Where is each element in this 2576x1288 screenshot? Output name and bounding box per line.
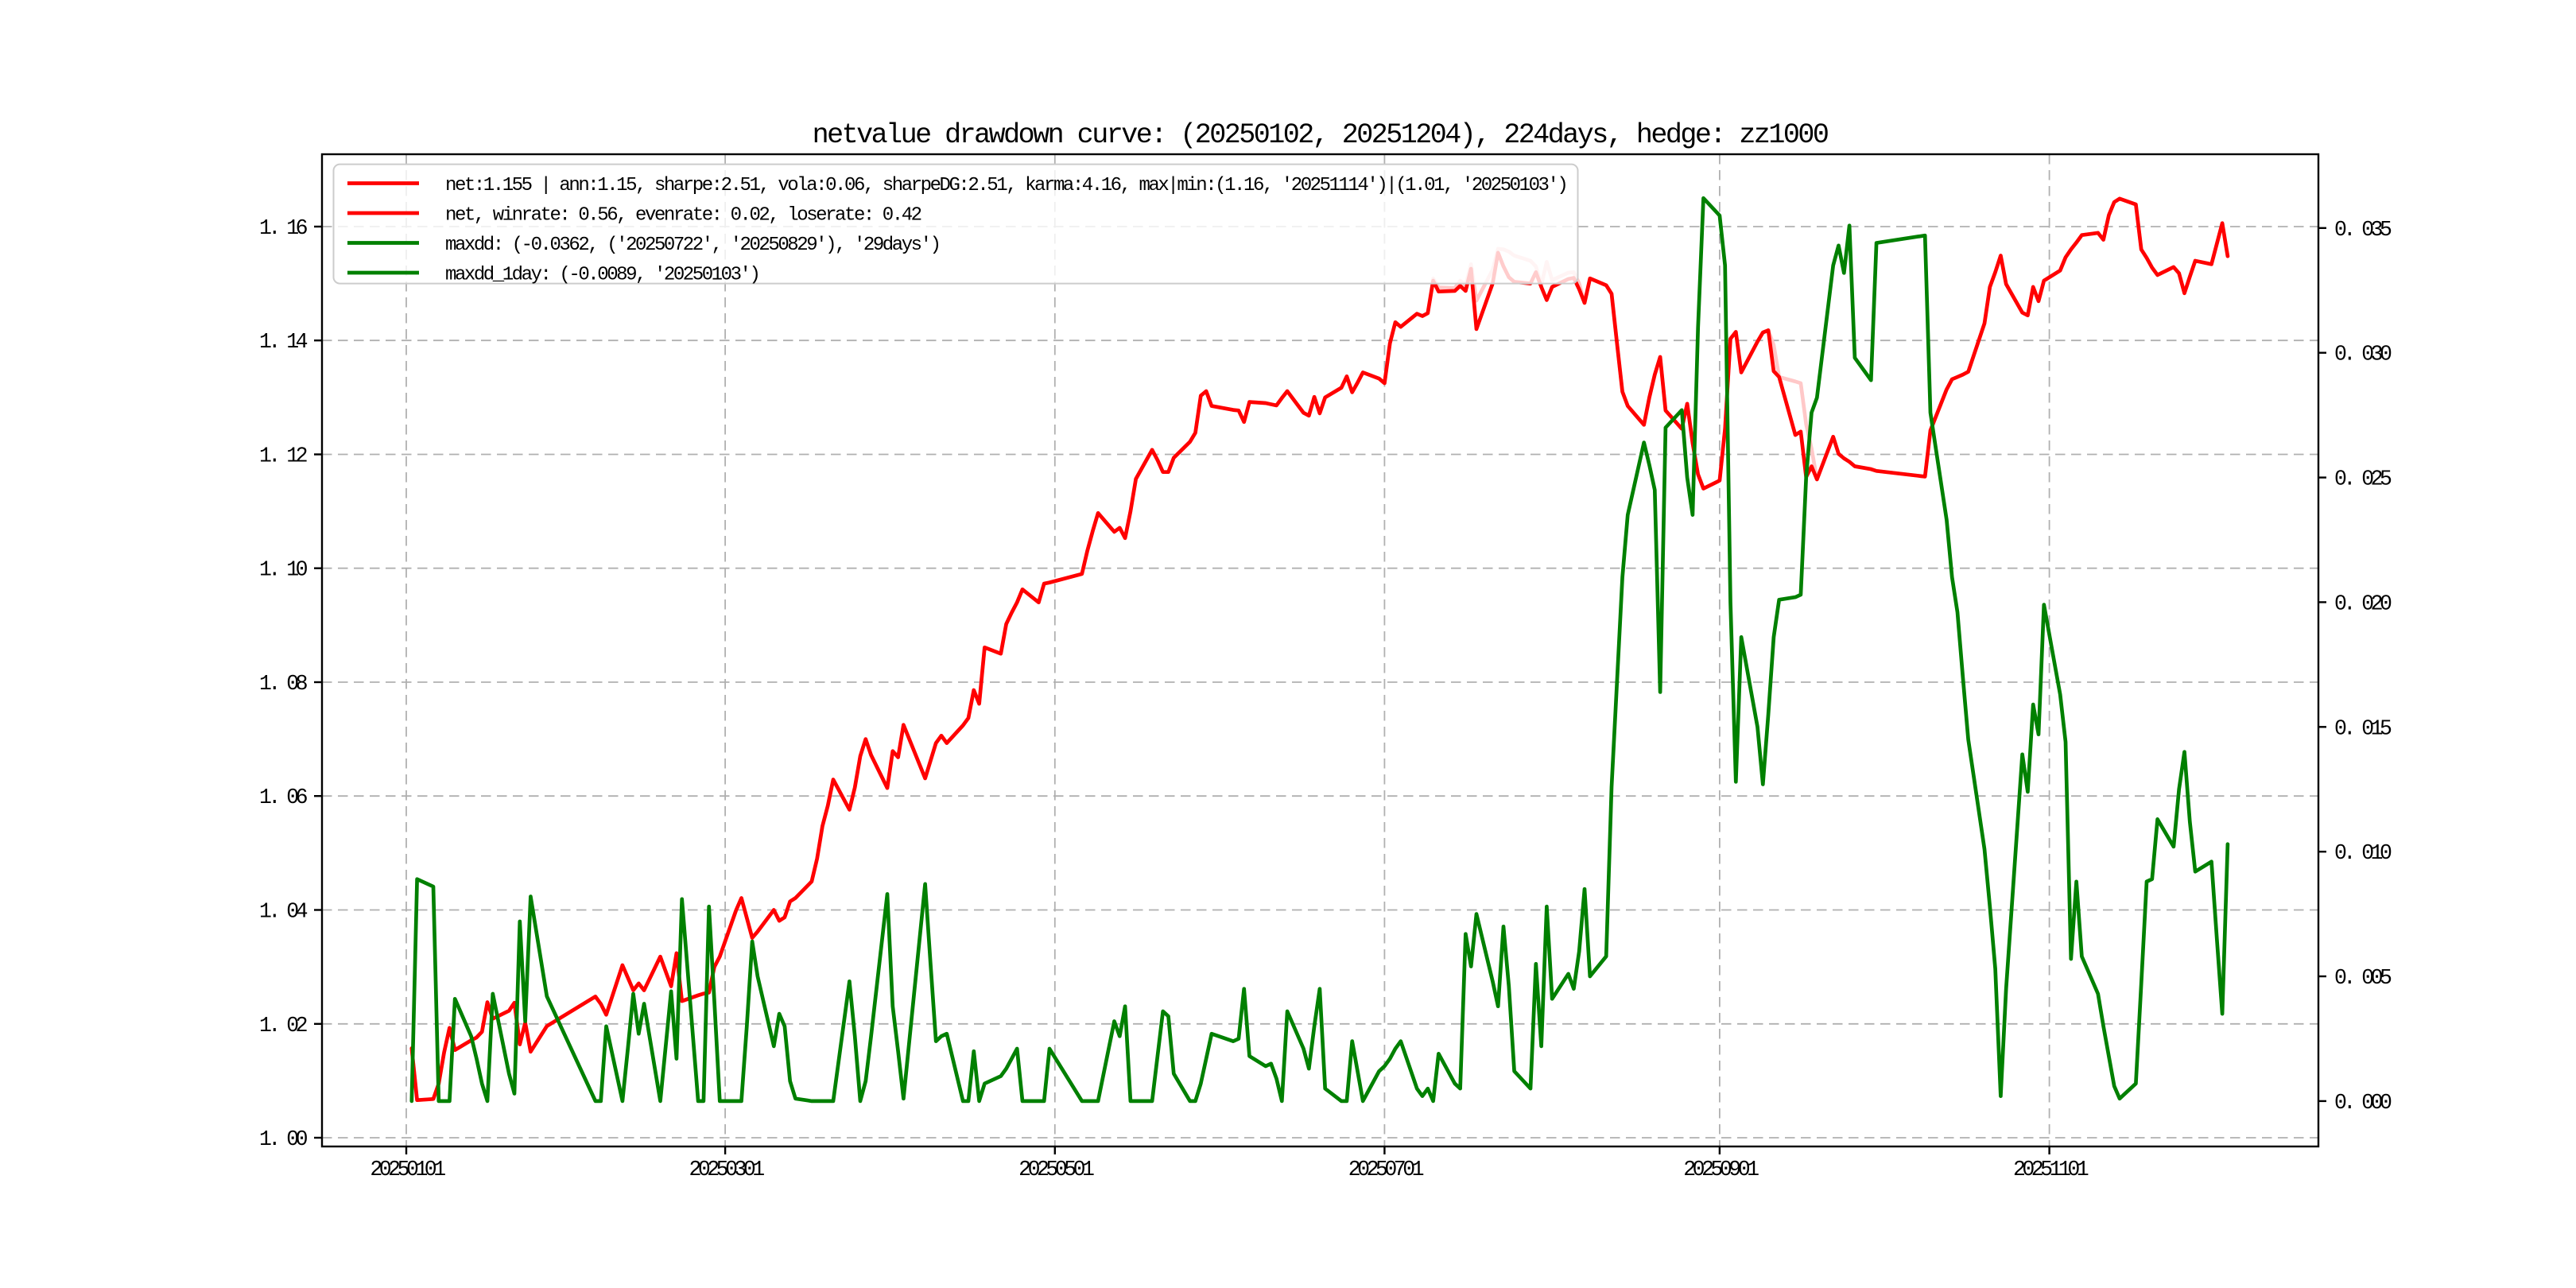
svg-text:1. 10: 1. 10 xyxy=(259,558,308,582)
svg-text:20250501: 20250501 xyxy=(1018,1158,1094,1181)
svg-text:0. 020: 0. 020 xyxy=(2334,592,2392,615)
svg-text:0. 000: 0. 000 xyxy=(2334,1091,2392,1115)
svg-text:maxdd_1day: (-0.0089, '2025010: maxdd_1day: (-0.0089, '20250103') xyxy=(445,265,758,286)
svg-text:1. 02: 1. 02 xyxy=(259,1014,308,1038)
svg-text:0. 025: 0. 025 xyxy=(2334,467,2392,491)
svg-text:0. 005: 0. 005 xyxy=(2334,966,2392,990)
svg-text:1. 16: 1. 16 xyxy=(259,216,308,240)
svg-text:1. 06: 1. 06 xyxy=(259,786,308,809)
svg-text:1. 00: 1. 00 xyxy=(259,1127,308,1151)
svg-text:20250301: 20250301 xyxy=(689,1158,764,1181)
svg-text:20250701: 20250701 xyxy=(1348,1158,1424,1181)
svg-text:1. 08: 1. 08 xyxy=(259,672,308,696)
svg-text:0. 015: 0. 015 xyxy=(2334,716,2392,740)
svg-text:1. 14: 1. 14 xyxy=(259,330,308,354)
svg-text:0. 035: 0. 035 xyxy=(2334,218,2392,242)
svg-text:netvalue drawdown curve: (2025: netvalue drawdown curve: (20250102, 2025… xyxy=(813,119,1828,151)
svg-text:net:1.155 | ann:1.15, sharpe:2: net:1.155 | ann:1.15, sharpe:2.51, vola:… xyxy=(445,175,1566,196)
svg-text:1. 04: 1. 04 xyxy=(259,900,308,924)
svg-text:0. 030: 0. 030 xyxy=(2334,343,2392,367)
svg-text:maxdd: (-0.0362, ('20250722',: maxdd: (-0.0362, ('20250722', '20250829'… xyxy=(445,235,940,256)
svg-text:20251101: 20251101 xyxy=(2013,1158,2089,1181)
svg-text:0. 010: 0. 010 xyxy=(2334,841,2392,865)
svg-text:1. 12: 1. 12 xyxy=(259,444,308,468)
svg-text:20250901: 20250901 xyxy=(1683,1158,1759,1181)
svg-text:20250101: 20250101 xyxy=(370,1158,445,1181)
svg-text:net, winrate: 0.56, evenrate:: net, winrate: 0.56, evenrate: 0.02, lose… xyxy=(445,205,921,227)
